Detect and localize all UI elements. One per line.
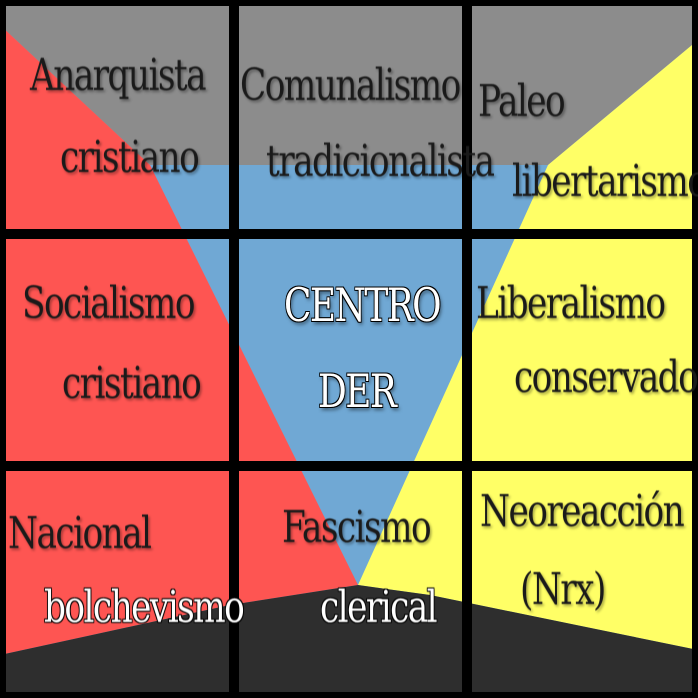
cell-bottom-left-line2: bolchevismo	[44, 582, 245, 633]
region-red	[0, 25, 358, 655]
cell-top-right-line1: Paleo	[478, 76, 566, 127]
grid-line-v2	[462, 0, 472, 698]
cell-top-center-line2: tradicionalista	[266, 136, 495, 187]
cell-top-center-line1: Comunalismo	[240, 60, 461, 111]
grid-border-bottom	[0, 692, 698, 698]
cell-middle-left-line1: Socialismo	[22, 278, 196, 329]
cell-bottom-center-line2: clerical	[320, 582, 438, 633]
cell-middle-left-line2: cristiano	[62, 358, 202, 409]
cell-bottom-right-line1: Neoreacción	[480, 486, 685, 537]
region-yellow	[358, 40, 698, 650]
region-blue	[150, 165, 548, 585]
grid-line-v1	[229, 0, 239, 698]
cell-bottom-center-line1: Fascismo	[282, 502, 432, 553]
cell-bottom-right-line2: (Nrx)	[520, 564, 606, 615]
grid-line-h1	[0, 229, 698, 239]
grid-border-top	[0, 0, 698, 6]
cell-middle-right-line1: Liberalismo	[476, 278, 666, 329]
region-dark	[0, 585, 698, 698]
grid-border-right	[692, 0, 698, 698]
cell-top-right-line2: libertarismo	[512, 156, 698, 207]
cell-middle-center-line2: DER	[318, 364, 397, 418]
cell-middle-right-line2: conservador	[514, 352, 698, 403]
grid-border-left	[0, 0, 6, 698]
cell-top-left-line2: cristiano	[60, 132, 200, 183]
grid-line-h2	[0, 461, 698, 471]
cell-middle-center-line1: CENTRO	[284, 278, 442, 332]
cell-top-left-line1: Anarquista	[30, 50, 207, 101]
cell-bottom-left-line1: Nacional	[8, 508, 152, 559]
region-grey	[0, 0, 698, 165]
